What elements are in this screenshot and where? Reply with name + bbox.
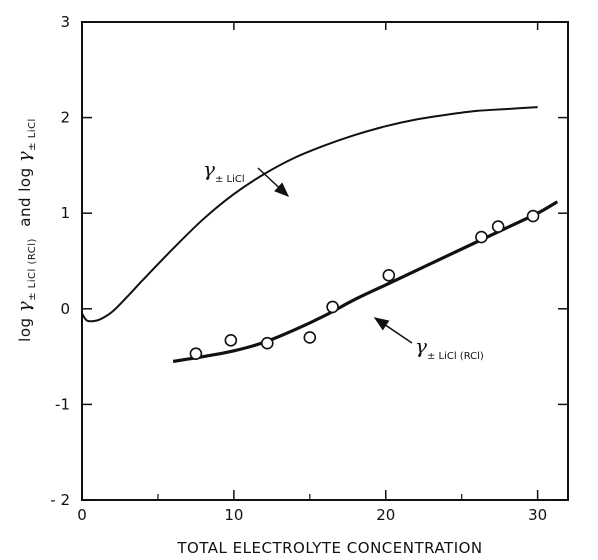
annotation-subscript: ± LiCl bbox=[215, 174, 245, 185]
x-axis-label: TOTAL ELECTROLYTE CONCENTRATION bbox=[176, 539, 482, 557]
data-point bbox=[382, 269, 396, 282]
x-tick-label: 10 bbox=[224, 506, 243, 524]
annotation-subscript: ± LiCl (RCl) bbox=[427, 351, 484, 362]
curves bbox=[81, 106, 559, 363]
annotation-gamma-licl: γ± LiCl bbox=[203, 157, 290, 198]
y-axis-label: log γ± LiCl (RCl) and log γ± LiCl bbox=[14, 118, 39, 342]
data-point bbox=[303, 331, 317, 344]
data-point bbox=[526, 209, 540, 223]
annotation-symbol: γ bbox=[203, 157, 215, 181]
svg-text:γ± LiCl: γ± LiCl bbox=[203, 157, 245, 185]
data-point bbox=[491, 220, 505, 233]
data-point bbox=[260, 336, 274, 350]
x-tick-label: 0 bbox=[77, 506, 87, 524]
y-tick-label: 2 bbox=[60, 109, 70, 127]
data-point bbox=[189, 347, 203, 361]
markers bbox=[189, 209, 540, 361]
x-tick-label: 30 bbox=[528, 506, 547, 524]
y-tick-label: 1 bbox=[60, 204, 70, 222]
data-point bbox=[326, 300, 339, 314]
annotation-arrow bbox=[257, 167, 290, 198]
y-tick-label: -1 bbox=[55, 395, 70, 413]
data-point bbox=[475, 230, 488, 244]
annotation-arrow bbox=[373, 317, 413, 344]
y-tick-label: 3 bbox=[60, 13, 70, 31]
axis-ticks bbox=[81, 21, 568, 501]
series-line bbox=[172, 200, 559, 363]
x-tick-label: 20 bbox=[376, 506, 395, 524]
tick-labels: 0 10 20 30 - 2 -1 0 1 2 3 bbox=[50, 13, 547, 524]
y-tick-label: 0 bbox=[60, 300, 70, 318]
data-point bbox=[224, 334, 238, 347]
plot-frame bbox=[81, 21, 569, 501]
annotation-gamma-licl-rcl: γ± LiCl (RCl) bbox=[373, 317, 484, 362]
y-tick-label: - 2 bbox=[50, 491, 70, 509]
series-line bbox=[81, 106, 538, 323]
annotation-symbol: γ bbox=[415, 334, 427, 358]
svg-text:γ± LiCl (RCl): γ± LiCl (RCl) bbox=[415, 334, 484, 362]
